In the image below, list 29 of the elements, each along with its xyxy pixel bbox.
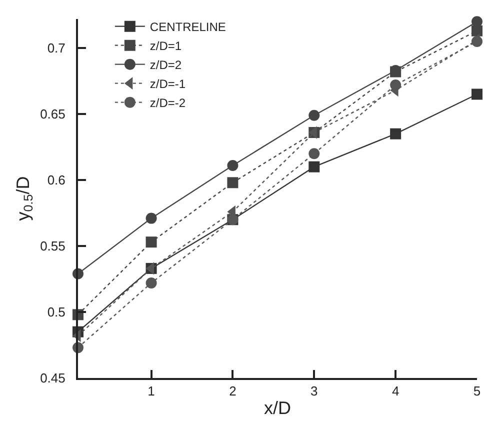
point [146,236,157,248]
point [146,277,157,288]
x-tick-label: 2 [229,384,236,399]
point [146,212,157,224]
legend-label: z/D=-1 [150,77,186,91]
point [472,88,482,100]
point [390,79,402,90]
point [308,161,320,172]
y-tick-label: 0.7 [47,40,66,56]
point [227,160,238,171]
y-tick-label: 0.6 [47,172,66,188]
legend-label: z/D=-2 [150,96,186,110]
point [390,128,402,140]
point [308,110,320,121]
legend-label: z/D=2 [150,58,182,72]
x-tick-label: 5 [473,384,481,399]
y-tick-label: 0.65 [40,106,66,122]
x-axis-title: x/D [264,398,291,418]
y-tick-label: 0.55 [40,238,66,254]
x-tick-label: 1 [148,384,155,399]
point [227,177,238,188]
point [472,36,482,47]
y-tick-label: 0.5 [47,304,66,320]
point [308,148,320,160]
legend-label: z/D=1 [150,39,182,53]
y-tick-label: 0.45 [40,370,66,386]
legend-label: CENTRELINE [150,20,226,34]
x-tick-label: 3 [310,384,318,399]
x-tick-label: 4 [392,384,400,399]
